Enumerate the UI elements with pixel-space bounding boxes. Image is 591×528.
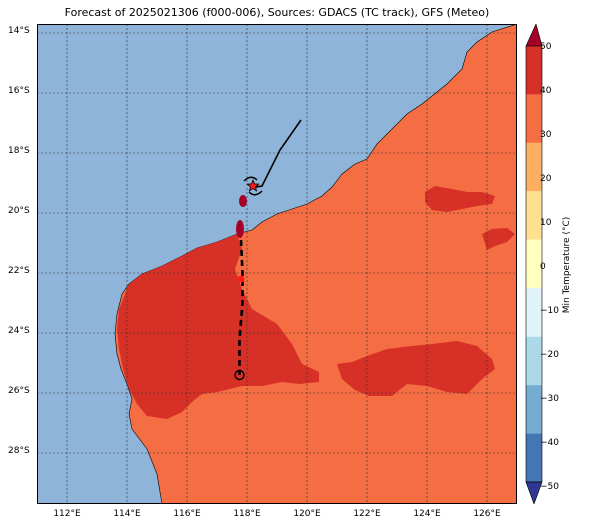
colorbar-tick: −30 [540, 394, 559, 404]
map-border [37, 24, 517, 504]
colorbar-segment [526, 142, 542, 192]
hot-patch-east [482, 228, 515, 250]
lat-label: 18°S [8, 146, 30, 156]
lat-label: 14°S [8, 26, 30, 36]
colorbar-tick: 20 [540, 174, 552, 184]
colorbar-segment [526, 336, 542, 386]
tc-past-track [252, 119, 302, 189]
tc-symbol-arms [243, 176, 263, 196]
lon-label: 116°E [173, 509, 201, 519]
colorbar-segment [526, 288, 542, 337]
colorbar-segment [526, 191, 542, 240]
lat-label: 26°S [8, 386, 30, 396]
very-hot-spot-1 [239, 195, 247, 207]
lon-label: 122°E [353, 509, 381, 519]
very-hot-spot-2 [236, 220, 244, 238]
tc-star [246, 178, 260, 192]
lat-label: 20°S [8, 206, 30, 216]
tc-forecast-point [237, 275, 245, 283]
colorbar-tick: −40 [540, 438, 559, 448]
colorbar-tick: 50 [540, 42, 552, 52]
lat-lon-grid [37, 24, 517, 504]
colorbar-segment [526, 239, 542, 289]
lon-label: 126°E [473, 509, 501, 519]
hot-region-east [337, 341, 495, 396]
lat-label: 16°S [8, 86, 30, 96]
lon-label: 114°E [113, 509, 141, 519]
chart-title: Forecast of 2025021306 (f000-006), Sourc… [64, 6, 490, 19]
tc-forecast-track [238, 239, 244, 375]
colorbar-segment [526, 433, 542, 482]
colorbar-tick: −10 [540, 306, 559, 316]
colorbar-border [525, 45, 543, 483]
colorbar-segment [526, 46, 542, 95]
hot-patch-northeast [425, 186, 495, 212]
colorbar-tick: 0 [540, 262, 546, 272]
colorbar-tick: 10 [540, 218, 552, 228]
colorbar-label: Min Temperature (°C) [562, 216, 572, 314]
lat-label: 24°S [8, 326, 30, 336]
colorbar-tick: −50 [540, 482, 559, 492]
colorbar-segment [526, 94, 542, 143]
colorbar-segment [526, 385, 542, 434]
tc-forecast-end-marker [234, 369, 245, 381]
lon-label: 118°E [233, 509, 261, 519]
map-plot [37, 24, 517, 504]
lat-label: 22°S [8, 266, 30, 276]
colorbar-tick: 40 [540, 86, 552, 96]
colorbar-tick: −20 [540, 350, 559, 360]
lon-label: 112°E [53, 509, 81, 519]
hot-region-west [117, 234, 319, 419]
tc-current-position-marker [243, 176, 263, 196]
colorbar-tick: 30 [540, 130, 552, 140]
colorbar [525, 24, 543, 504]
lat-label: 28°S [8, 446, 30, 456]
lon-label: 124°E [413, 509, 441, 519]
lon-label: 120°E [293, 509, 321, 519]
